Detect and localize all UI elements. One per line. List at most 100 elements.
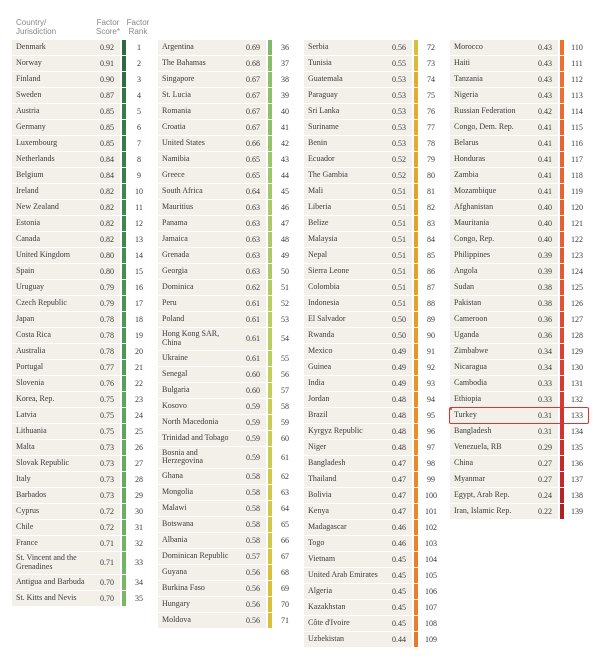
country-name: Uganda (454, 331, 530, 340)
score-bar (414, 536, 418, 551)
row-body: Korea, Rep.0.75 (12, 392, 120, 407)
score-bar (414, 120, 418, 135)
factor-rank: 62 (274, 469, 296, 484)
factor-rank: 99 (420, 472, 442, 487)
factor-score: 0.67 (238, 91, 262, 100)
factor-score: 0.45 (384, 555, 408, 564)
table-row: Belarus0.41116 (450, 136, 588, 151)
row-body: Uganda0.36 (450, 328, 558, 343)
table-row: Togo0.46103 (304, 536, 442, 551)
score-bar (268, 597, 272, 612)
row-body: Ecuador0.52 (304, 152, 412, 167)
table-row: Indonesia0.5188 (304, 296, 442, 311)
factor-score: 0.53 (384, 91, 408, 100)
row-body: Grenada0.63 (158, 248, 266, 263)
row-body: The Gambia0.52 (304, 168, 412, 183)
score-bar (122, 216, 126, 231)
row-body: Zimbabwe0.34 (450, 344, 558, 359)
country-name: Belize (308, 219, 384, 228)
row-body: Nepal0.51 (304, 248, 412, 263)
table-row: Bosnia and Herzegovina0.5961 (158, 447, 296, 469)
country-name: Barbados (16, 491, 92, 500)
factor-rank: 116 (566, 136, 588, 151)
score-bar (268, 248, 272, 263)
row-body: Germany0.85 (12, 120, 120, 135)
factor-rank: 29 (128, 488, 150, 503)
factor-rank: 13 (128, 232, 150, 247)
table-row: Portugal0.7721 (12, 360, 150, 375)
row-body: Denmark0.92 (12, 40, 120, 55)
factor-score: 0.24 (530, 491, 554, 500)
column-2: Argentina0.6936The Bahamas0.6837Singapor… (158, 12, 296, 648)
factor-score: 0.41 (530, 155, 554, 164)
table-row: Ethiopia0.33 132 (450, 392, 588, 407)
country-name: Russian Federation (454, 107, 530, 116)
row-body: Mexico0.49 (304, 344, 412, 359)
country-name: Guatemala (308, 75, 384, 84)
table-row: Lithuania0.75 25 (12, 424, 150, 439)
row-body: Guyana0.56 (158, 565, 266, 580)
country-name: Canada (16, 235, 92, 244)
country-name: St. Lucia (162, 91, 238, 100)
country-name: Mozambique (454, 187, 530, 196)
row-body: Togo0.46 (304, 536, 412, 551)
factor-score: 0.59 (238, 453, 262, 462)
row-body: Moldova0.56 (158, 613, 266, 628)
factor-score: 0.72 (92, 507, 116, 516)
country-name: Croatia (162, 123, 238, 132)
score-bar (268, 501, 272, 516)
factor-score: 0.53 (384, 139, 408, 148)
factor-rank: 6 (128, 120, 150, 135)
score-bar (414, 440, 418, 455)
factor-score: 0.63 (238, 219, 262, 228)
country-name: Germany (16, 123, 92, 132)
country-name: Madagascar (308, 523, 384, 532)
score-bar (122, 232, 126, 247)
factor-rank: 50 (274, 264, 296, 279)
score-bar (122, 472, 126, 487)
country-name: Czech Republic (16, 299, 92, 308)
row-body: Argentina0.69 (158, 40, 266, 55)
factor-score: 0.57 (238, 552, 262, 561)
factor-score: 0.58 (238, 488, 262, 497)
table-row: Cyprus0.7230 (12, 504, 150, 519)
factor-rank: 80 (420, 168, 442, 183)
factor-rank: 25 (128, 424, 150, 439)
country-name: Paraguay (308, 91, 384, 100)
factor-rank: 71 (274, 613, 296, 628)
table-row: Mauritania0.40121 (450, 216, 588, 231)
factor-score: 0.71 (92, 539, 116, 548)
factor-rank: 121 (566, 216, 588, 231)
factor-score: 0.56 (238, 568, 262, 577)
score-bar (414, 40, 418, 55)
factor-score: 0.52 (384, 171, 408, 180)
table-row: Brazil0.4895 (304, 408, 442, 423)
table-row: Chile0.7231 (12, 520, 150, 535)
factor-score: 0.50 (384, 315, 408, 324)
country-name: Kazakhstan (308, 603, 384, 612)
country-name: Angola (454, 267, 530, 276)
score-bar (268, 613, 272, 628)
row-body: Cambodia0.33 (450, 376, 558, 391)
country-name: Afghanistan (454, 203, 530, 212)
factor-score: 0.51 (384, 283, 408, 292)
row-body: Uruguay0.79 (12, 280, 120, 295)
factor-rank: 109 (420, 632, 442, 647)
factor-rank: 132 (566, 392, 588, 407)
country-name: Italy (16, 475, 92, 484)
row-body: Lithuania0.75 (12, 424, 120, 439)
country-name: Rwanda (308, 331, 384, 340)
table-row: Nicaragua0.34130 (450, 360, 588, 375)
factor-score: 0.45 (384, 603, 408, 612)
country-name: Mauritius (162, 203, 238, 212)
score-bar (560, 152, 564, 167)
score-bar (414, 552, 418, 567)
table-row: Ecuador0.5279 (304, 152, 442, 167)
table-row: Hong Kong SAR, China0.6154 (158, 328, 296, 350)
table-row: The Gambia0.52 80 (304, 168, 442, 183)
row-body: Ethiopia0.33 (450, 392, 558, 407)
rows-container-3: Serbia0.5672Tunisia0.5573Guatemala0.5374… (304, 40, 442, 647)
score-bar (268, 431, 272, 446)
factor-rank: 92 (420, 360, 442, 375)
score-bar (122, 376, 126, 391)
